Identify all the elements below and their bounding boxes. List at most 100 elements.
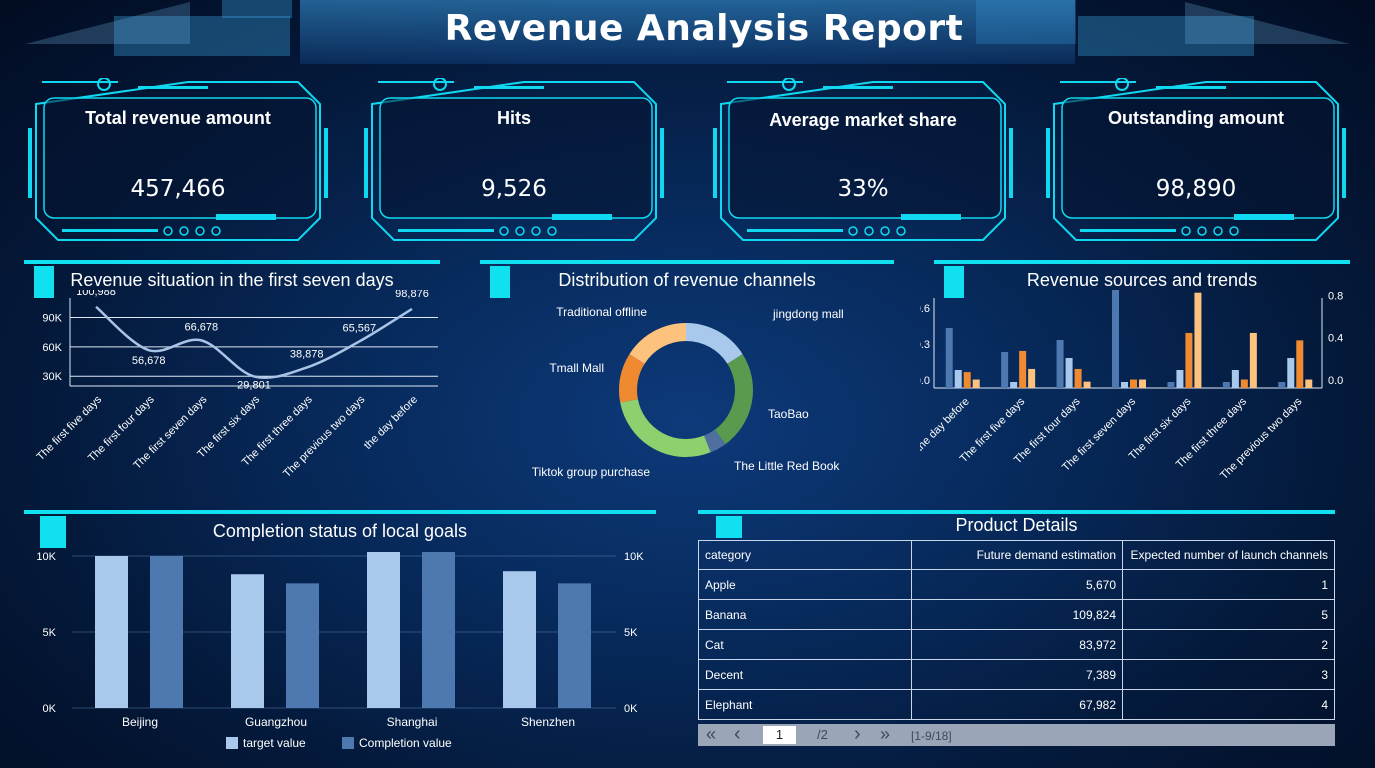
- kpi-value: 457,466: [130, 176, 226, 202]
- panel-bar: [480, 260, 894, 264]
- y-tick-label: 60K: [42, 342, 62, 354]
- y-right-tick-label: 5K: [624, 627, 638, 639]
- y-left-tick-label: 0.0: [920, 375, 930, 387]
- table-cell: Elephant: [698, 689, 912, 720]
- bar: [954, 370, 962, 388]
- data-label: 38,878: [290, 349, 324, 361]
- x-tick-label: Beijing: [122, 715, 158, 729]
- data-label: 56,678: [132, 355, 166, 367]
- pie-slice: [629, 323, 687, 365]
- legend-label: target value: [243, 736, 306, 750]
- bar: [1167, 382, 1175, 388]
- data-label: 100,988: [76, 290, 116, 298]
- x-tick-label: the day before: [362, 394, 420, 452]
- panel-title-donut: Distribution of revenue channels: [558, 270, 816, 290]
- y-right-tick-label: 0.4: [1328, 333, 1343, 345]
- pie-slice: [685, 323, 743, 365]
- kpi-frame: [713, 78, 1013, 241]
- bar: [1010, 382, 1018, 388]
- panel-title-line: Revenue situation in the first seven day…: [70, 270, 394, 290]
- bar: [95, 556, 128, 708]
- next-page-button[interactable]: ›: [854, 723, 861, 745]
- kpi-card-total-revenue: Total revenue amount 457,466: [28, 78, 328, 246]
- kpi-card-hits: Hits 9,526: [364, 78, 664, 246]
- y-left-tick-label: 0K: [43, 703, 57, 715]
- y-left-tick-label: 0.6: [920, 303, 930, 315]
- bar: [1194, 292, 1202, 388]
- kpi-label: Total revenue amount: [85, 108, 271, 128]
- table-cell: 2: [1122, 629, 1335, 660]
- y-right-tick-label: 0.0: [1328, 375, 1343, 387]
- table-header[interactable]: Expected number of launch channels: [1122, 540, 1335, 570]
- kpi-frame: [364, 78, 664, 241]
- panel-title-table: Product Details: [955, 515, 1078, 535]
- pie-slice: [714, 354, 753, 445]
- table-cell: Cat: [698, 629, 912, 660]
- table-cell: 83,972: [911, 629, 1123, 660]
- legend-swatch: [342, 737, 354, 749]
- bar: [1056, 340, 1064, 388]
- series-line: [95, 305, 413, 380]
- last-page-button[interactable]: »: [880, 724, 891, 744]
- panel-bar: [24, 260, 440, 264]
- pie-slice: [620, 398, 711, 457]
- y-right-tick-label: 0.8: [1328, 290, 1343, 302]
- table-cell: 109,824: [911, 599, 1123, 630]
- x-tick-label: Shenzhen: [521, 715, 575, 729]
- table-row[interactable]: Elephant 67,982 4: [698, 689, 1335, 720]
- table-row[interactable]: Banana 109,824 5: [698, 599, 1335, 630]
- panel-bar: [934, 260, 1350, 264]
- bar: [945, 328, 953, 388]
- bar: [1019, 350, 1027, 388]
- slice-label: Traditional offline: [556, 305, 647, 319]
- bar: [503, 571, 536, 708]
- header-deco-right: [1078, 16, 1254, 56]
- y-right-tick-label: 10K: [624, 551, 644, 563]
- bar: [1074, 368, 1082, 388]
- y-tick-label: 30K: [42, 371, 62, 383]
- bar: [1176, 370, 1184, 388]
- bar: [558, 583, 591, 708]
- table-cell: 4: [1122, 689, 1335, 720]
- first-page-button[interactable]: «: [706, 724, 717, 744]
- y-right-tick-label: 0K: [624, 703, 638, 715]
- table-cell: 5: [1122, 599, 1335, 630]
- kpi-value: 33%: [837, 176, 889, 202]
- table-row[interactable]: Decent 7,389 3: [698, 659, 1335, 690]
- y-tick-label: 90K: [42, 313, 62, 325]
- bar: [1185, 332, 1193, 388]
- bar: [1296, 340, 1304, 388]
- bar: [1130, 379, 1137, 388]
- page-number-input[interactable]: 1: [763, 726, 796, 744]
- page-range: [1-9/18]: [911, 729, 952, 743]
- table-row[interactable]: Apple 5,670 1: [698, 569, 1335, 600]
- product-table: category Future demand estimation Expect…: [698, 540, 1335, 720]
- goals-chart: 0K 0K 5K 5K 10K 10K Beijing Guangzhou Shanghai Sh…: [36, 551, 644, 750]
- bar: [972, 379, 980, 388]
- pie-slice: [703, 429, 726, 453]
- kpi-card-market-share: Average market share 33%: [713, 78, 1013, 246]
- page-total: /2: [817, 727, 828, 742]
- bar: [963, 372, 971, 388]
- bar: [1065, 358, 1073, 388]
- slice-label: TaoBao: [768, 407, 809, 421]
- table-row[interactable]: Cat 83,972 2: [698, 629, 1335, 660]
- table-cell: Banana: [698, 599, 912, 630]
- kpi-value: 98,890: [1155, 176, 1237, 202]
- bar: [1222, 382, 1230, 388]
- bar: [231, 574, 264, 708]
- header-deco-left2: [222, 0, 292, 18]
- table-header[interactable]: category: [698, 540, 912, 570]
- panel-title-trend: Revenue sources and trends: [1026, 270, 1258, 290]
- kpi-label: Outstanding amount: [1108, 108, 1284, 128]
- table-header[interactable]: Future demand estimation: [911, 540, 1123, 570]
- x-tick-label: Guangzhou: [245, 715, 307, 729]
- prev-page-button[interactable]: ‹: [734, 723, 741, 745]
- table-cell: 1: [1122, 569, 1335, 600]
- panel-corner: [716, 516, 742, 538]
- bar: [1112, 290, 1119, 388]
- page-title: Revenue Analysis Report: [444, 8, 964, 49]
- data-label: 66,678: [185, 321, 219, 333]
- table-pager: « ‹ 1 /2 › » [1-9/18]: [698, 723, 1335, 746]
